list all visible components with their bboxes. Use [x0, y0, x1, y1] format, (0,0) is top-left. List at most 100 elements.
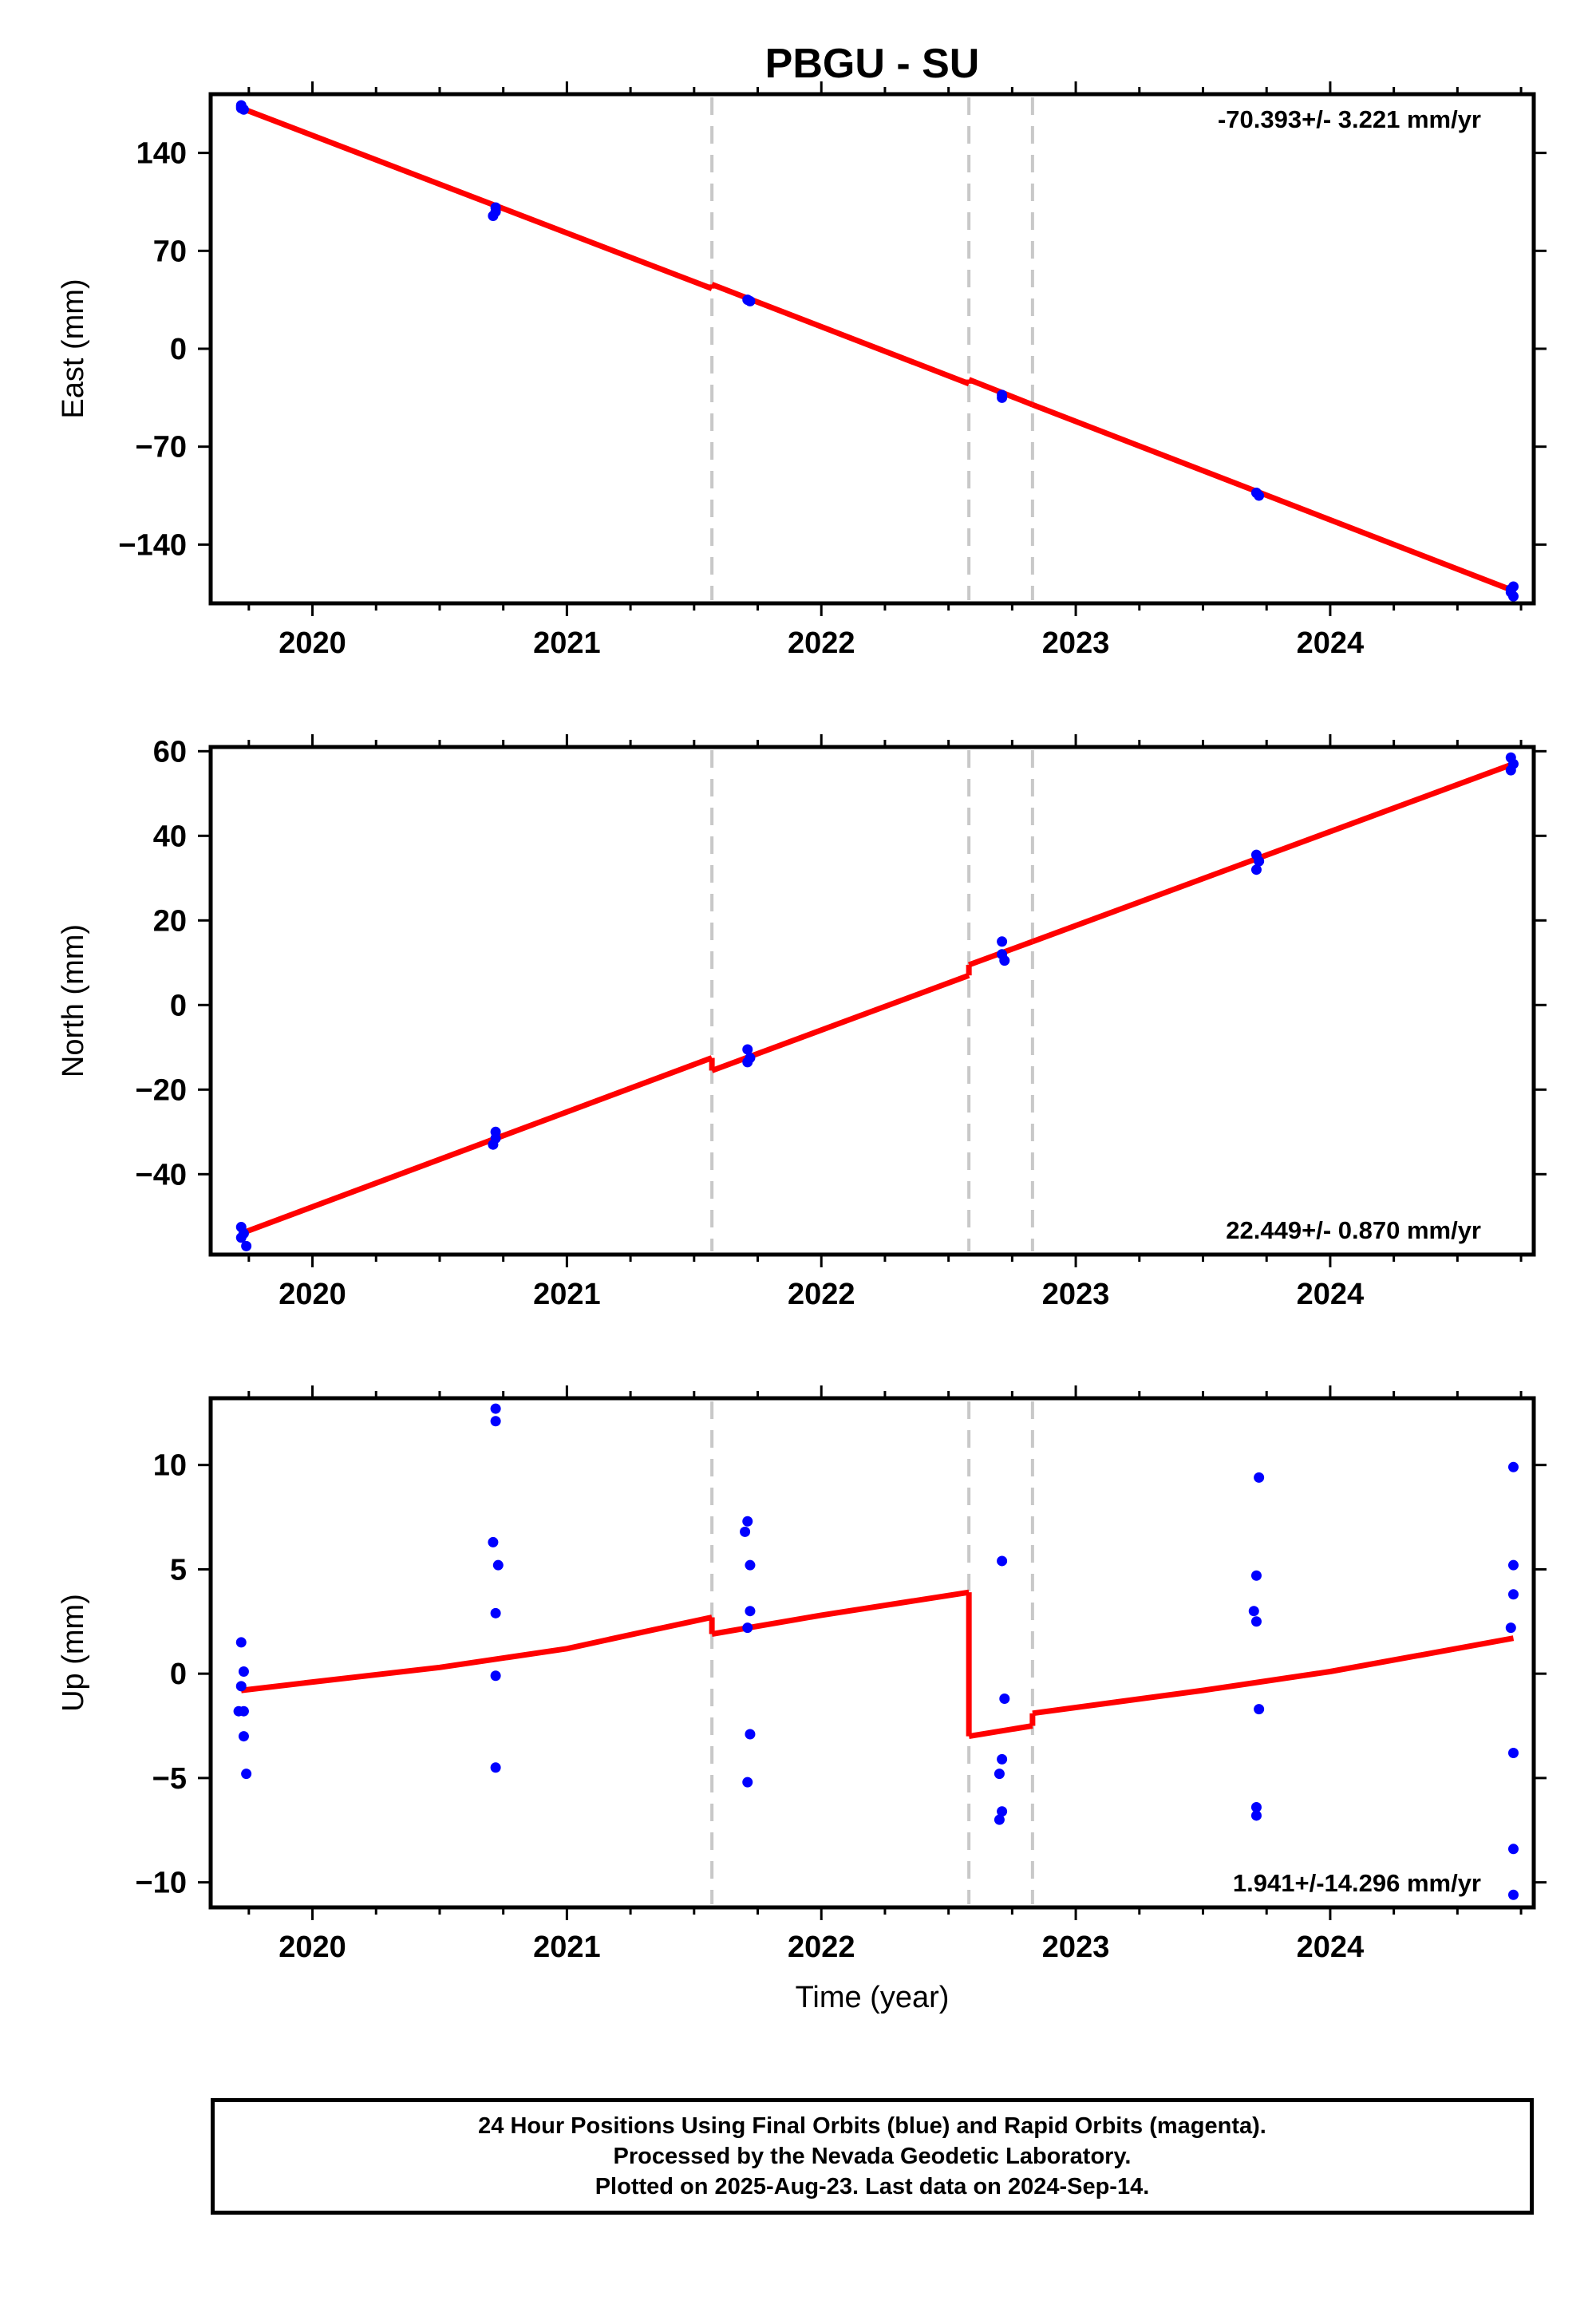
data-point	[490, 1670, 501, 1682]
data-point	[492, 1559, 504, 1571]
data-point	[1507, 1559, 1519, 1571]
y-axis-label: Up (mm)	[57, 1594, 90, 1712]
plot-frame	[208, 745, 1536, 1257]
data-point	[1507, 1589, 1519, 1600]
data-point	[238, 1731, 249, 1742]
x-tick-label: 2023	[1042, 626, 1110, 660]
y-tick-label: 0	[170, 1658, 187, 1691]
model-line-segment	[240, 1055, 713, 1236]
velocity-label: 22.449+/- 0.870 mm/yr	[1226, 1216, 1481, 1244]
data-point	[1250, 1616, 1262, 1627]
data-point	[490, 1762, 501, 1773]
x-tick-label: 2021	[533, 1278, 601, 1311]
y-tick-label: −140	[118, 528, 187, 562]
velocity-label: -70.393+/- 3.221 mm/yr	[1218, 105, 1481, 133]
data-point	[994, 1814, 1005, 1825]
x-tick-label: 2024	[1297, 626, 1365, 660]
data-point	[742, 1622, 753, 1634]
data-point	[490, 1607, 501, 1618]
x-tick-label: 2020	[279, 626, 346, 660]
y-tick-label: −10	[136, 1867, 187, 1900]
y-tick-label: 5	[170, 1553, 187, 1587]
data-point	[1254, 1704, 1265, 1715]
model-line-segment	[710, 972, 970, 1073]
east-panel: 2020 2021 2022 2023 2024 140 70 0 −70 −140 East (m…	[57, 81, 1547, 660]
data-point	[490, 1416, 501, 1427]
data-point	[745, 1729, 756, 1740]
data-point	[740, 1526, 751, 1537]
y-tick-label: 140	[136, 137, 187, 171]
data-point	[1507, 1748, 1519, 1759]
y-tick-label: 60	[153, 735, 187, 769]
data-point	[488, 210, 499, 221]
y-axis-label: East (mm)	[57, 279, 90, 418]
y-tick-label: −20	[136, 1073, 187, 1107]
data-point	[1250, 1570, 1262, 1581]
data-point	[241, 1240, 252, 1251]
plot-frame	[208, 1396, 1536, 1910]
data-point	[238, 1666, 249, 1678]
x-tick-label: 2022	[788, 1278, 855, 1311]
x-tick-label: 2022	[788, 1931, 855, 1964]
data-point	[742, 1777, 753, 1788]
north-panel: 2020 2021 2022 2023 2024 60 40 20 0 −20 −40 North (…	[57, 734, 1547, 1311]
x-tick-label: 2024	[1297, 1931, 1365, 1964]
data-point	[997, 392, 1008, 403]
y-tick-label: 70	[153, 235, 187, 268]
model-line-segment	[968, 1723, 1033, 1740]
model-line-segment	[240, 1614, 713, 1694]
up-panel: 2020 2021 2022 2023 2024 10 5 0 −5 −10 Up (mm) 1.94…	[57, 1385, 1547, 1964]
x-tick-label: 2023	[1042, 1278, 1110, 1311]
data-point	[235, 1637, 247, 1648]
data-point	[1250, 864, 1262, 875]
data-point	[1248, 1606, 1259, 1617]
x-axis-label: Time (year)	[796, 1981, 950, 2014]
data-point	[745, 1606, 756, 1617]
data-point	[1507, 1844, 1519, 1855]
data-point	[1507, 1889, 1519, 1900]
data-point	[997, 1555, 1008, 1567]
data-point	[742, 1044, 753, 1055]
model-line-segment	[1032, 1635, 1515, 1717]
data-point	[742, 1516, 753, 1527]
x-tick-label: 2020	[279, 1278, 346, 1311]
model-line-segment	[1031, 401, 1515, 594]
data-point	[235, 101, 247, 113]
data-point	[997, 1806, 1008, 1817]
footer-line-2: Processed by the Nevada Geodetic Laborat…	[613, 2144, 1132, 2169]
data-point	[1250, 1810, 1262, 1821]
data-point	[488, 1536, 499, 1547]
data-point	[1254, 490, 1265, 501]
data-point	[1505, 1622, 1516, 1634]
footer-line-3: Plotted on 2025-Aug-23. Last data on 202…	[595, 2174, 1150, 2199]
data-point	[1254, 856, 1265, 867]
data-point	[238, 1705, 249, 1717]
data-point	[997, 936, 1008, 947]
data-point	[999, 955, 1010, 966]
data-point	[235, 1232, 247, 1243]
y-tick-label: −5	[152, 1762, 187, 1796]
y-tick-label: 0	[170, 989, 187, 1022]
data-point	[742, 1057, 753, 1068]
x-tick-label: 2021	[533, 1931, 601, 1964]
y-tick-label: 40	[153, 820, 187, 853]
data-point	[490, 1403, 501, 1414]
y-tick-label: 20	[153, 904, 187, 938]
data-point	[488, 1139, 499, 1150]
velocity-label: 1.941+/-14.296 mm/yr	[1233, 1869, 1481, 1897]
model-line-segment	[240, 105, 713, 291]
data-point	[1254, 1472, 1265, 1483]
x-tick-label: 2023	[1042, 1931, 1110, 1964]
data-point	[1507, 1461, 1519, 1472]
data-point	[745, 1559, 756, 1571]
y-tick-label: 10	[153, 1449, 187, 1483]
data-point	[745, 295, 756, 306]
x-tick-label: 2022	[788, 626, 855, 660]
model-line-segment	[1031, 761, 1515, 945]
x-tick-label: 2024	[1297, 1278, 1365, 1311]
y-tick-label: 0	[170, 333, 187, 366]
y-axis-label: North (mm)	[57, 924, 90, 1077]
footer-line-1: 24 Hour Positions Using Final Orbits (bl…	[478, 2113, 1266, 2139]
x-tick-label: 2020	[279, 1931, 346, 1964]
